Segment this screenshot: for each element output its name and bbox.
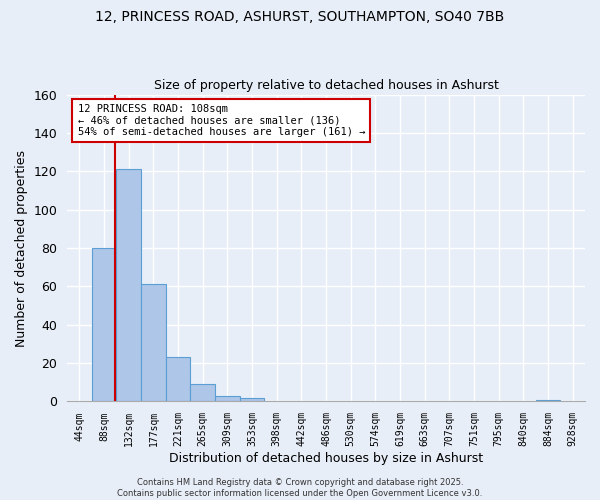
Text: Contains HM Land Registry data © Crown copyright and database right 2025.
Contai: Contains HM Land Registry data © Crown c… [118, 478, 482, 498]
Bar [536, 400, 560, 402]
Text: 12 PRINCESS ROAD: 108sqm
← 46% of detached houses are smaller (136)
54% of semi-: 12 PRINCESS ROAD: 108sqm ← 46% of detach… [77, 104, 365, 137]
Bar [166, 358, 190, 402]
X-axis label: Distribution of detached houses by size in Ashurst: Distribution of detached houses by size … [169, 452, 483, 465]
Bar [215, 396, 240, 402]
Bar [240, 398, 265, 402]
Bar [190, 384, 215, 402]
Y-axis label: Number of detached properties: Number of detached properties [15, 150, 28, 346]
Bar [141, 284, 166, 402]
Text: 12, PRINCESS ROAD, ASHURST, SOUTHAMPTON, SO40 7BB: 12, PRINCESS ROAD, ASHURST, SOUTHAMPTON,… [95, 10, 505, 24]
Bar [116, 170, 141, 402]
Bar [92, 248, 116, 402]
Title: Size of property relative to detached houses in Ashurst: Size of property relative to detached ho… [154, 79, 499, 92]
